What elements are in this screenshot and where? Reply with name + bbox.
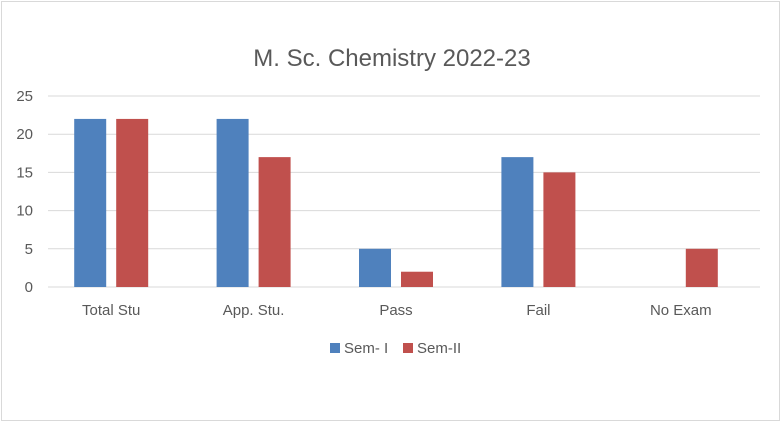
y-tick-label: 20 — [16, 126, 33, 143]
y-tick-label: 15 — [16, 164, 33, 181]
bar-sem-i-app-stu- — [216, 118, 249, 287]
bar-sem-i-total-stu — [74, 118, 107, 287]
x-tick-label: Total Stu — [82, 302, 140, 319]
x-tick-label: Pass — [379, 302, 412, 319]
x-tick-label: App. Stu. — [223, 302, 285, 319]
bar-sem-ii-app-stu- — [258, 157, 291, 287]
bars — [74, 118, 718, 287]
legend-swatch — [403, 343, 413, 353]
y-tick-label: 25 — [16, 88, 33, 105]
y-tick-label: 10 — [16, 203, 33, 220]
y-axis-ticks: 0 5 10 15 20 25 — [16, 88, 33, 296]
chart-title: M. Sc. Chemistry 2022-23 — [253, 45, 530, 72]
bar-sem-ii-total-stu — [116, 118, 149, 287]
legend: Sem- I Sem-II — [330, 340, 461, 357]
y-tick-label: 0 — [25, 279, 33, 296]
bar-sem-ii-fail — [543, 172, 576, 287]
bar-sem-ii-no-exam — [685, 248, 718, 287]
bar-sem-i-fail — [501, 157, 534, 287]
bar-sem-i-pass — [359, 248, 391, 287]
legend-item: Sem- I — [330, 340, 388, 357]
y-tick-label: 5 — [25, 241, 33, 258]
bar-sem-ii-pass — [401, 271, 433, 287]
legend-label: Sem-II — [417, 340, 461, 357]
gridlines — [48, 95, 760, 288]
x-tick-label: No Exam — [650, 302, 712, 319]
legend-swatch — [330, 343, 340, 353]
x-axis-ticks: Total Stu App. Stu. Pass Fail No Exam — [82, 302, 712, 319]
legend-item: Sem-II — [403, 340, 461, 357]
x-tick-label: Fail — [526, 302, 550, 319]
legend-label: Sem- I — [344, 340, 388, 357]
